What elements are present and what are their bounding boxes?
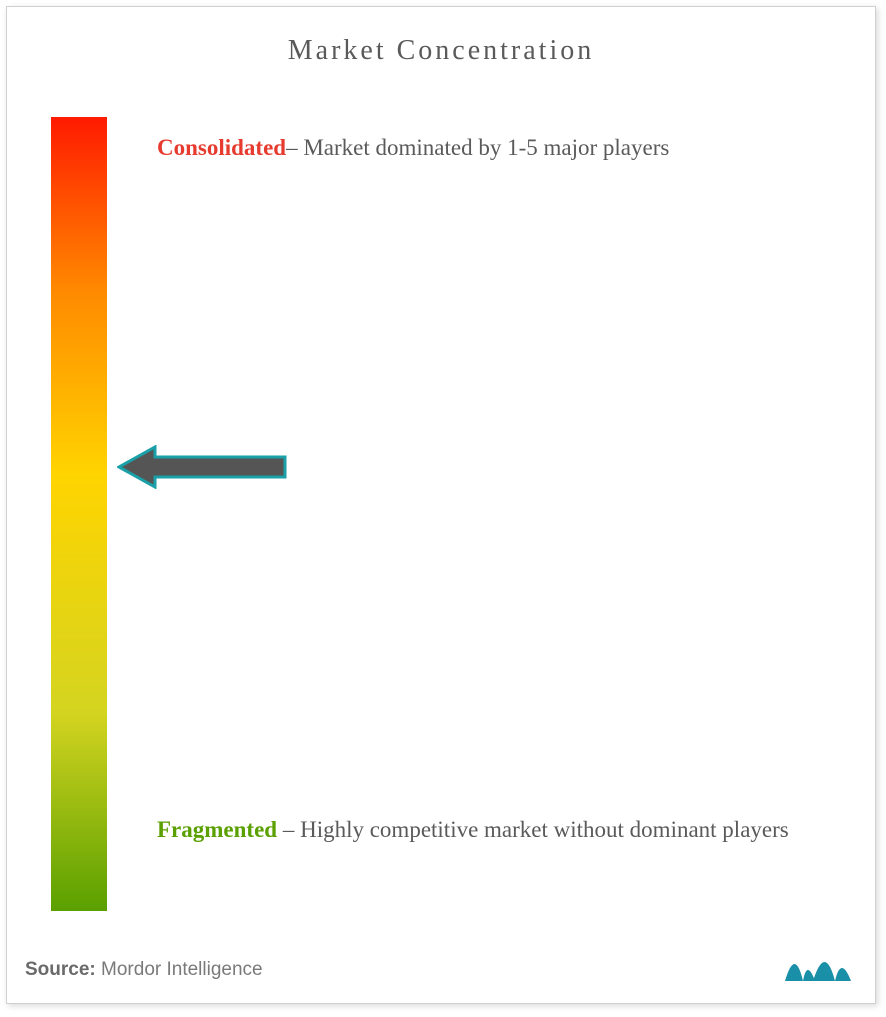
consolidated-label: Consolidated– Market dominated by 1-5 ma…	[157, 125, 835, 171]
source-name: Mordor Intelligence	[96, 959, 263, 980]
mordor-logo-icon	[783, 941, 853, 985]
consolidated-desc: – Market dominated by 1-5 major players	[286, 135, 669, 160]
indicator-arrow-icon	[117, 445, 287, 489]
consolidated-term: Consolidated	[157, 135, 286, 160]
chart-title: Market Concentration	[7, 7, 875, 67]
fragmented-label: Fragmented – Highly competitive market w…	[157, 807, 835, 853]
fragmented-desc: – Highly competitive market without domi…	[277, 817, 789, 842]
source-footer: Source: Mordor Intelligence	[25, 959, 263, 981]
concentration-gradient-bar	[51, 117, 107, 911]
source-label: Source:	[25, 959, 96, 980]
fragmented-term: Fragmented	[157, 817, 277, 842]
chart-card: Market Concentration Consolidated– Marke…	[6, 6, 876, 1004]
